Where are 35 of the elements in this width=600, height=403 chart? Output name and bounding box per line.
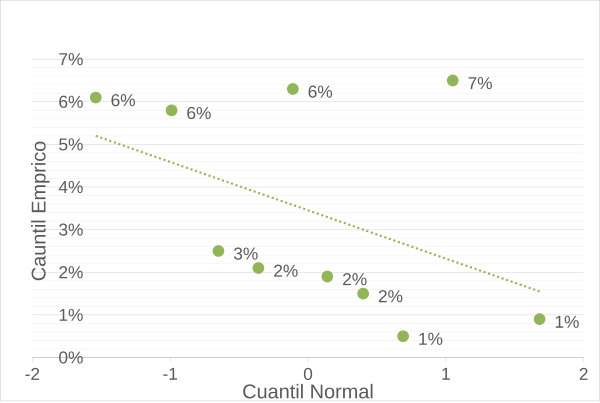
y-tick-label: 2% — [59, 266, 83, 278]
data-label: 2% — [343, 273, 367, 286]
x-tick-label: 0 — [304, 368, 312, 380]
point — [90, 92, 102, 104]
point — [166, 104, 178, 116]
y-tick-label: 6% — [59, 96, 83, 108]
data-label: 6% — [187, 106, 211, 120]
x-tick-label: -1 — [163, 368, 178, 380]
data-label: 7% — [468, 77, 492, 90]
point — [397, 330, 409, 342]
data-label: 3% — [234, 248, 258, 260]
data-label: 6% — [308, 86, 332, 98]
point — [252, 262, 264, 274]
y-tick-label: 0% — [59, 351, 83, 364]
data-label: 6% — [112, 94, 135, 106]
x-tick-label: -2 — [25, 368, 40, 380]
point — [321, 270, 334, 282]
point — [287, 83, 299, 95]
point — [534, 313, 546, 326]
data-label: 1% — [419, 332, 442, 345]
x-tick-label: 2 — [580, 368, 588, 380]
y-tick-label: 7% — [59, 53, 83, 66]
point — [212, 245, 224, 257]
y-tick-label: 4% — [58, 181, 83, 194]
y-axis-title: Cauntil Emprico — [31, 142, 50, 280]
data-label: 2% — [378, 290, 402, 302]
y-tick-label: 1% — [60, 308, 83, 321]
y-tick-label: 5% — [59, 138, 83, 151]
point — [357, 288, 369, 300]
y-tick-label: 3% — [59, 224, 83, 236]
x-axis-title: Cuantil Normal — [243, 384, 372, 399]
data-label: 1% — [556, 316, 579, 328]
x-tick-label: 1 — [442, 368, 450, 380]
data-label: 2% — [274, 264, 298, 277]
point — [446, 74, 459, 86]
